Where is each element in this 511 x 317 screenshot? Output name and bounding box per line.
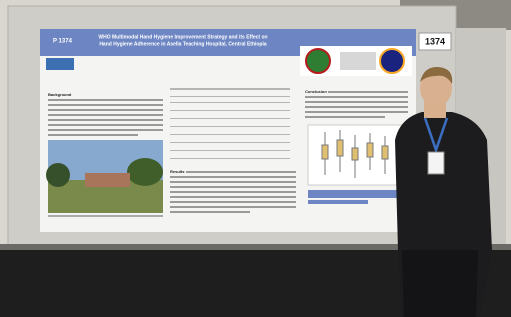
section-heading: Conclusion: [305, 89, 327, 94]
poster-photo-building: [85, 173, 130, 187]
board-number: 1374: [425, 36, 445, 46]
logo: [380, 49, 404, 73]
poster-title: WHO Multimodal Hand Hygiene Improvement …: [98, 34, 267, 40]
body-text: [170, 171, 296, 213]
poster-id: P 1374: [53, 39, 73, 45]
footer-band: [308, 190, 406, 198]
logo: [306, 49, 330, 73]
photo: 1374 P 1374 WHO Multimodal Hand Hygiene …: [0, 0, 511, 317]
section-heading: Results: [170, 169, 185, 174]
section-heading: Background: [48, 92, 72, 97]
poster-title: Hand Hygiene Adherence in Asella Teachin…: [99, 41, 267, 47]
poster-photo-tree: [46, 163, 70, 187]
logo: [340, 52, 376, 70]
logo: [46, 58, 74, 70]
footer-band: [308, 200, 368, 204]
poster-photo-tree: [127, 158, 163, 186]
caption: [48, 215, 163, 217]
